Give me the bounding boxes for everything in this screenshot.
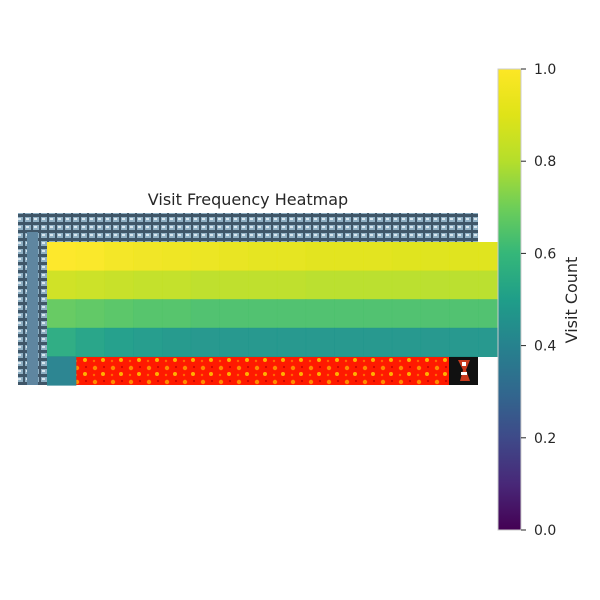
heatmap-cell-r1-c10 (334, 270, 364, 300)
heatmap-cell-r0-c2 (104, 242, 134, 272)
heatmap-cell-r3-c3 (133, 327, 163, 357)
heatmap-cell-r2-c9 (305, 299, 335, 329)
heatmap-cell-r2-c13 (420, 299, 450, 329)
heatmap-cell-r0-c3 (133, 242, 163, 272)
chart-title: Visit Frequency Heatmap (148, 190, 348, 209)
heatmap-cell-r2-c12 (391, 299, 422, 329)
heatmap-cell-r2-c2 (104, 299, 134, 329)
heatmap-cell-r4-c0 (47, 356, 77, 386)
heatmap-cell-r2-c0 (47, 299, 77, 329)
heatmap-cell-r0-c1 (75, 242, 106, 272)
heatmap-cell-r0-c6 (219, 242, 249, 272)
colorbar-tick-label: 0.2 (534, 431, 556, 447)
heatmap-cells (47, 242, 508, 386)
heatmap-cell-r2-c14 (449, 299, 479, 329)
heatmap-cell-r3-c7 (248, 327, 278, 357)
heatmap-plot (18, 213, 508, 386)
colorbar-tick-label: 0.4 (534, 339, 556, 355)
colorbar-tick-label: 1.0 (534, 62, 556, 78)
heatmap-cell-r0-c14 (449, 242, 479, 272)
colorbar-tick-label: 0.8 (534, 154, 556, 170)
heatmap-cell-r0-c10 (334, 242, 364, 272)
colorbar-gradient (497, 68, 522, 531)
wall-pillar (27, 232, 38, 385)
heatmap-cell-r0-c12 (391, 242, 422, 272)
heatmap-cell-r3-c9 (305, 327, 335, 357)
lava-strip (76, 356, 449, 385)
heatmap-cell-r2-c10 (334, 299, 364, 329)
heatmap-cell-r1-c12 (391, 270, 422, 300)
heatmap-cell-r1-c3 (133, 270, 163, 300)
heatmap-cell-r0-c11 (363, 242, 393, 272)
heatmap-cell-r3-c4 (161, 327, 192, 357)
heatmap-cell-r2-c11 (363, 299, 393, 329)
heatmap-cell-r3-c12 (391, 327, 422, 357)
heatmap-cell-r3-c8 (276, 327, 307, 357)
colorbar-tick-label: 0.0 (534, 523, 556, 539)
heatmap-cell-r0-c9 (305, 242, 335, 272)
heatmap-cell-r3-c5 (190, 327, 220, 357)
heatmap-cell-r0-c0 (47, 242, 77, 272)
heatmap-cell-r0-c8 (276, 242, 307, 272)
heatmap-cell-r1-c5 (190, 270, 220, 300)
heatmap-cell-r1-c6 (219, 270, 249, 300)
heatmap-cell-r1-c2 (104, 270, 134, 300)
heatmap-cell-r2-c3 (133, 299, 163, 329)
heatmap-cell-r0-c13 (420, 242, 450, 272)
heatmap-cell-r2-c4 (161, 299, 192, 329)
heatmap-cell-r1-c8 (276, 270, 307, 300)
heatmap-cell-r3-c0 (47, 327, 77, 357)
heatmap-cell-r3-c1 (75, 327, 106, 357)
heatmap-cell-r2-c1 (75, 299, 106, 329)
heatmap-cell-r2-c6 (219, 299, 249, 329)
heatmap-cell-r1-c13 (420, 270, 450, 300)
heatmap-cell-r3-c10 (334, 327, 364, 357)
heatmap-cell-r3-c6 (219, 327, 249, 357)
heatmap-cell-r0-c5 (190, 242, 220, 272)
goal-tile (449, 356, 478, 385)
heatmap-cell-r3-c14 (449, 327, 479, 357)
heatmap-cell-r1-c14 (449, 270, 479, 300)
heatmap-cell-r1-c1 (75, 270, 106, 300)
colorbar-tick-label: 0.6 (534, 246, 556, 262)
colorbar: 0.0 0.2 0.4 0.6 0.8 1.0 Visit Count (497, 62, 581, 539)
heatmap-cell-r0-c7 (248, 242, 278, 272)
heatmap-cell-r3-c11 (363, 327, 393, 357)
heatmap-cell-r0-c4 (161, 242, 192, 272)
heatmap-cell-r3-c2 (104, 327, 134, 357)
heatmap-cell-r1-c0 (47, 270, 77, 300)
heatmap-cell-r3-c13 (420, 327, 450, 357)
heatmap-cell-r2-c7 (248, 299, 278, 329)
heatmap-cell-r1-c4 (161, 270, 192, 300)
heatmap-cell-r1-c9 (305, 270, 335, 300)
heatmap-cell-r2-c8 (276, 299, 307, 329)
wall-top (18, 213, 478, 242)
heatmap-cell-r2-c5 (190, 299, 220, 329)
heatmap-cell-r1-c7 (248, 270, 278, 300)
colorbar-ticks: 0.0 0.2 0.4 0.6 0.8 1.0 (521, 62, 556, 539)
heatmap-cell-r1-c11 (363, 270, 393, 300)
colorbar-label: Visit Count (562, 257, 581, 344)
